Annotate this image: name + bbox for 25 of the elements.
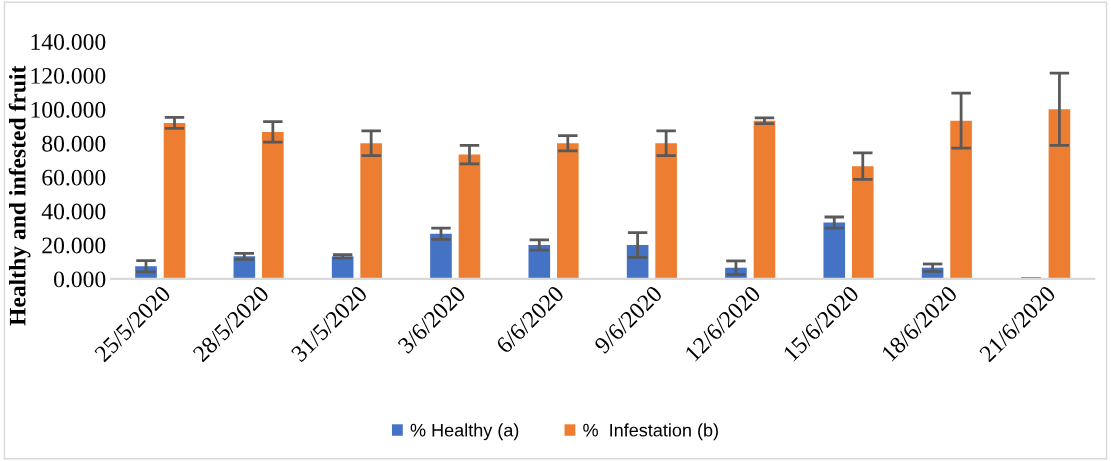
bar <box>753 120 776 279</box>
bar <box>331 256 354 279</box>
y-tick-label: 60.000 <box>42 169 106 186</box>
legend-label: % Healthy (a) <box>410 423 519 441</box>
bar <box>430 233 452 279</box>
bar <box>163 122 186 279</box>
bar <box>262 131 284 279</box>
bar <box>557 143 579 279</box>
y-tick-label: 0.000 <box>54 271 106 288</box>
bar <box>851 166 874 279</box>
bar <box>360 143 382 279</box>
y-tick-label: 100.000 <box>31 101 106 118</box>
bar <box>823 222 846 279</box>
y-tick-label: 20.000 <box>42 237 106 254</box>
y-tick-label: 40.000 <box>41 203 106 220</box>
legend-label: % Infestation (b) <box>583 423 718 441</box>
y-tick-label: 80.000 <box>42 135 106 152</box>
bar <box>950 120 972 279</box>
bar <box>1048 109 1071 279</box>
bar <box>528 244 551 279</box>
y-tick-label: 120.000 <box>31 67 106 84</box>
y-tick-label: 140.000 <box>31 33 106 51</box>
bar <box>458 154 481 279</box>
bar <box>655 143 677 279</box>
y-axis-title: Healthy and infested fruit <box>8 65 31 326</box>
